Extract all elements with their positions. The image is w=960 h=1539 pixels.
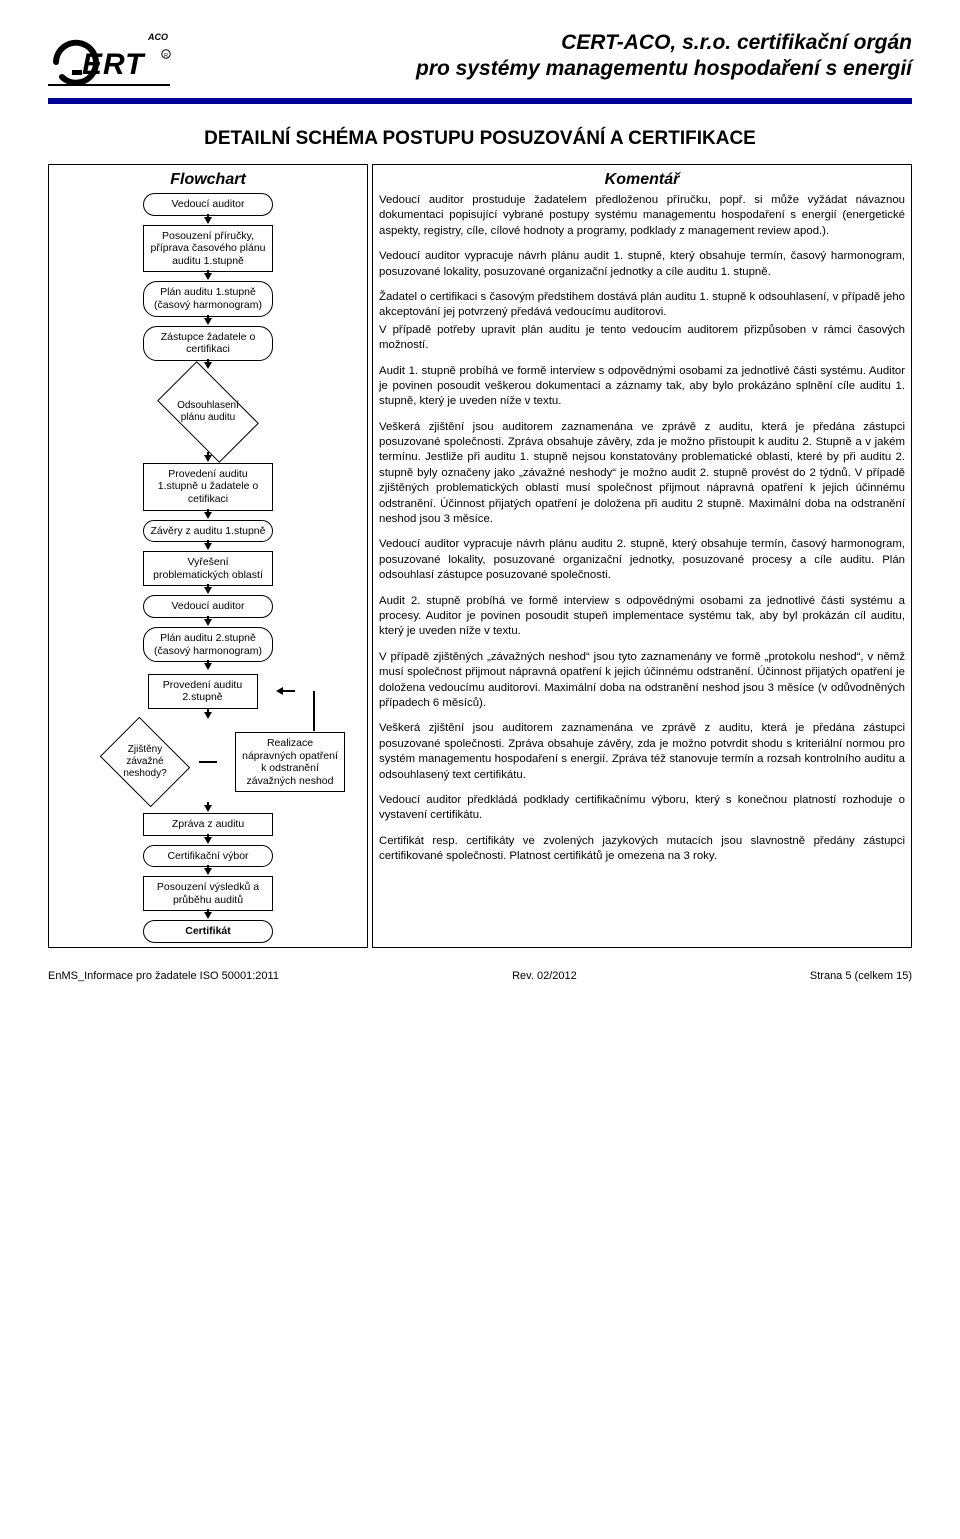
- commentary-p9: Veškerá zjištění jsou auditorem zaznamen…: [379, 721, 905, 783]
- node-audit-report: Zpráva z auditu: [143, 813, 273, 836]
- node-review-manual: Posouzení příručky, příprava časového pl…: [143, 225, 273, 273]
- header-title: CERT-ACO, s.r.o. certifikační orgán pro …: [210, 30, 912, 83]
- arrow-icon: [204, 512, 212, 519]
- arrow-icon: [204, 663, 212, 670]
- commentary-p1: Vedoucí auditor prostuduje žadatelem pře…: [379, 193, 905, 239]
- node-applicant-rep: Zástupce žadatele o certifikaci: [143, 326, 273, 361]
- svg-text:R: R: [164, 53, 168, 59]
- arrow-icon: [204, 318, 212, 325]
- footer-center: Rev. 02/2012: [512, 970, 577, 982]
- arrow-icon: [204, 273, 212, 280]
- footer-right: Strana 5 (celkem 15): [810, 970, 912, 982]
- logo: ACO ERT R: [48, 30, 198, 88]
- arrow-icon: [204, 868, 212, 875]
- node-resolve-issues: Vyřešení problematických oblastí: [143, 551, 273, 586]
- commentary-p2: Vedoucí auditor vypracuje návrh plánu au…: [379, 249, 905, 280]
- commentary-p11: Certifikát resp. certifikáty ve zvolenýc…: [379, 834, 905, 865]
- node-certificate: Certifikát: [143, 920, 273, 943]
- arrow-left-icon: [276, 687, 283, 695]
- commentary-p6: Vedoucí auditor vypracuje návrh plánu au…: [379, 537, 905, 583]
- node-audit2-row: Provedení auditu 2.stupně: [55, 671, 361, 711]
- commentary-column: Komentář Vedoucí auditor prostuduje žada…: [372, 164, 912, 948]
- header-title-line1: CERT-ACO, s.r.o. certifikační orgán: [561, 31, 912, 54]
- node-nonconformities-decision: Zjištěny závažné neshody?: [100, 717, 191, 808]
- arrow-icon: [204, 455, 212, 462]
- node-review-results: Posouzení výsledků a průběhu auditů: [143, 876, 273, 911]
- commentary-p5: Veškerá zjištění jsou auditorem zaznamen…: [379, 420, 905, 528]
- commentary-body: Vedoucí auditor prostuduje žadatelem pře…: [379, 193, 905, 874]
- commentary-p3: Žadatel o certifikaci s časovým předstih…: [379, 290, 905, 321]
- page-footer: EnMS_Informace pro žadatele ISO 50001:20…: [48, 970, 912, 982]
- commentary-p7: Audit 2. stupně probíhá ve formě intervi…: [379, 594, 905, 640]
- node-audit1-exec: Provedení auditu 1.stupně u žadatele o c…: [143, 463, 273, 511]
- node-audit1-conclusions: Závěry z auditu 1.stupně: [143, 520, 273, 543]
- arrow-icon: [204, 837, 212, 844]
- arrow-icon: [204, 912, 212, 919]
- node-lead-auditor-2: Vedoucí auditor: [143, 595, 273, 618]
- flowchart-header: Flowchart: [55, 169, 361, 193]
- header-title-line2: pro systémy managementu hospodaření s en…: [416, 57, 912, 80]
- page-header: ACO ERT R CERT-ACO, s.r.o. certifikační …: [48, 30, 912, 88]
- arrow-icon: [204, 362, 212, 369]
- logo-small-text: ACO: [147, 32, 168, 42]
- node-lead-auditor-1: Vedoucí auditor: [143, 193, 273, 216]
- node-corrective-actions: Realizace nápravných opatření k odstraně…: [235, 732, 345, 792]
- commentary-p4: Audit 1. stupně probíhá ve formě intervi…: [379, 364, 905, 410]
- footer-left: EnMS_Informace pro žadatele ISO 50001:20…: [48, 970, 279, 982]
- node-plan-audit1: Plán auditu 1.stupně (časový harmonogram…: [143, 281, 273, 316]
- svg-text:ERT: ERT: [82, 48, 146, 81]
- commentary-p3b: V případě potřeby upravit plán auditu je…: [379, 323, 905, 354]
- two-column-layout: Flowchart Vedoucí auditor Posouzení přír…: [48, 164, 912, 948]
- arrow-icon: [204, 712, 212, 719]
- commentary-p10: Vedoucí auditor předkládá podklady certi…: [379, 793, 905, 824]
- commentary-header: Komentář: [379, 169, 905, 193]
- arrow-icon: [204, 619, 212, 626]
- section-title: DETAILNÍ SCHÉMA POSTUPU POSUZOVÁNÍ A CER…: [48, 128, 912, 150]
- flowchart-column: Flowchart Vedoucí auditor Posouzení přír…: [48, 164, 368, 948]
- arrow-icon: [204, 805, 212, 812]
- node-audit2-exec: Provedení auditu 2.stupně: [148, 674, 258, 709]
- node-approve-plan: Odsouhlasení plánu auditu: [157, 361, 259, 463]
- node-nonconformity-row: Zjištěny závažné neshody? Realizace nápr…: [55, 720, 361, 804]
- node-cert-committee: Certifikační výbor: [143, 845, 273, 868]
- arrow-icon: [204, 543, 212, 550]
- header-divider: [48, 98, 912, 104]
- commentary-p8: V případě zjištěných „závažných neshod“ …: [379, 650, 905, 712]
- connector-line: [199, 761, 217, 763]
- node-plan-audit2: Plán auditu 2.stupně (časový harmonogram…: [143, 627, 273, 662]
- arrow-icon: [204, 587, 212, 594]
- arrow-icon: [204, 217, 212, 224]
